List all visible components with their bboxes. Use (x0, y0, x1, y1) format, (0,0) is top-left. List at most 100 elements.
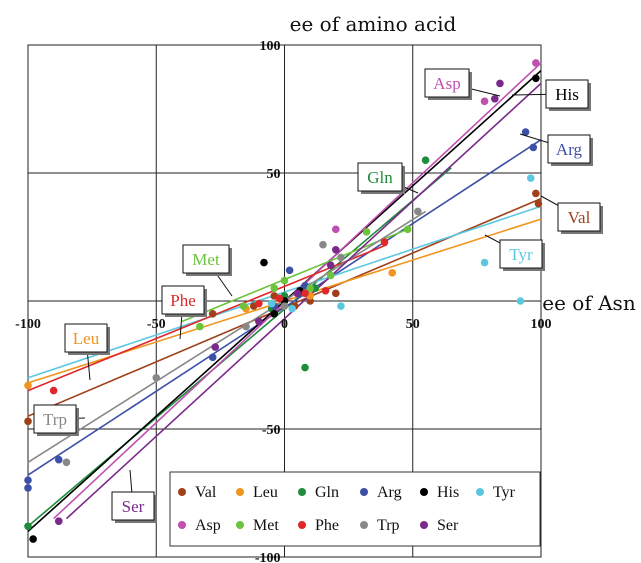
point-phe (301, 289, 309, 298)
trend-line-phe (27, 243, 388, 392)
point-his (29, 535, 37, 543)
point-arg (24, 484, 32, 492)
trend-line-trp (27, 210, 427, 463)
legend-entry-val: Val (178, 484, 217, 501)
point-ser (326, 261, 335, 269)
callout-box (33, 404, 77, 434)
point-gln (301, 363, 309, 372)
point-gln (421, 156, 430, 164)
legend-marker (298, 521, 306, 529)
chart-title: ee of amino acid (290, 12, 457, 36)
point-ser (491, 94, 499, 103)
legend-label: Arg (377, 484, 402, 501)
legend-marker (236, 488, 244, 496)
y-tick-label: 100 (260, 39, 281, 54)
legend-entry-gln: Gln (298, 484, 339, 501)
legend-label: Asp (195, 517, 221, 534)
point-ser (496, 79, 504, 88)
point-ser (293, 289, 302, 298)
point-met (239, 302, 248, 310)
data-points (24, 59, 543, 543)
point-tyr (267, 299, 276, 308)
legend-label: Gln (315, 484, 339, 501)
x-axis-label: ee of Asn (542, 291, 636, 315)
callout-box (161, 285, 205, 315)
legend-entry-his: His (420, 484, 459, 501)
callout-label: Val (568, 208, 591, 227)
callout-arg: Arg (519, 133, 593, 166)
legend-marker (178, 488, 186, 496)
point-arg (285, 266, 294, 275)
callout-label: His (555, 85, 579, 104)
point-ser (332, 246, 340, 254)
x-tick-label: 100 (531, 317, 552, 332)
legend-marker (360, 521, 368, 529)
callout-trp: Trp (33, 404, 86, 436)
legend-entry-ser: Ser (420, 517, 459, 534)
point-met (306, 284, 314, 293)
callout-gln: Gln (357, 162, 419, 194)
callout-label: Gln (367, 168, 393, 187)
point-trp (414, 207, 422, 216)
legend-marker (360, 488, 368, 496)
legend-box (169, 471, 541, 547)
callouts: Asp His Arg Gln Val Tyr Met Phe Leu Trp Ser (33, 68, 603, 523)
point-met (196, 322, 204, 331)
callout-asp: Asp (424, 68, 501, 100)
y-tick-label: -50 (262, 423, 281, 438)
y-tick-label: 50 (267, 167, 281, 182)
legend-entry-asp: Asp (178, 517, 221, 534)
x-tick-label: 50 (406, 317, 420, 332)
callout-label: Arg (556, 140, 583, 159)
callout-label: Asp (433, 74, 460, 93)
x-tick-label: -100 (15, 317, 41, 332)
legend-entry-arg: Arg (360, 484, 402, 501)
legend-entry-leu: Leu (236, 484, 278, 501)
trend-line-ser (65, 82, 542, 520)
callout-met: Met (182, 244, 233, 297)
point-met (270, 284, 279, 293)
point-met (326, 271, 335, 280)
point-tyr (526, 174, 535, 182)
point-trp (280, 302, 289, 310)
callout-tyr: Tyr (484, 234, 545, 271)
legend-marker (476, 488, 484, 496)
legend-label: His (437, 484, 459, 501)
callout-box (424, 68, 470, 98)
tick-labels: -100 -50 0 50 100 100 50 -50 -100 (15, 39, 551, 563)
point-arg (54, 455, 63, 464)
callout-ser: Ser (111, 469, 157, 523)
callout-box (357, 162, 403, 192)
point-phe (380, 238, 389, 246)
legend-entry-tyr: Tyr (476, 484, 516, 501)
point-gln (24, 522, 32, 531)
legend-label: Met (253, 517, 279, 534)
point-asp (480, 97, 489, 106)
callout-label: Trp (43, 410, 67, 429)
point-phe (275, 294, 284, 303)
callout-box (547, 134, 591, 164)
point-trp (62, 458, 71, 467)
trend-line-gln (27, 167, 452, 527)
callout-box (545, 79, 589, 109)
point-tyr (337, 302, 345, 310)
point-trp (152, 374, 161, 382)
point-tyr (480, 258, 489, 267)
point-his (260, 258, 268, 267)
legend: Val Leu Gln Arg His Tyr Asp Met Phe Trp Ser (169, 471, 541, 547)
callout-box (499, 239, 543, 269)
callout-label: Ser (122, 497, 145, 516)
callout-leu: Leu (64, 323, 110, 381)
legend-marker (298, 488, 306, 496)
point-ser (54, 517, 63, 525)
point-val (534, 199, 543, 208)
point-trp (242, 322, 250, 331)
point-trp (337, 253, 345, 262)
trend-line-met (181, 228, 408, 323)
callout-box (557, 202, 601, 232)
legend-label: Tyr (493, 484, 516, 501)
legend-marker (420, 488, 428, 496)
point-phe (321, 286, 330, 295)
point-val (332, 289, 340, 298)
